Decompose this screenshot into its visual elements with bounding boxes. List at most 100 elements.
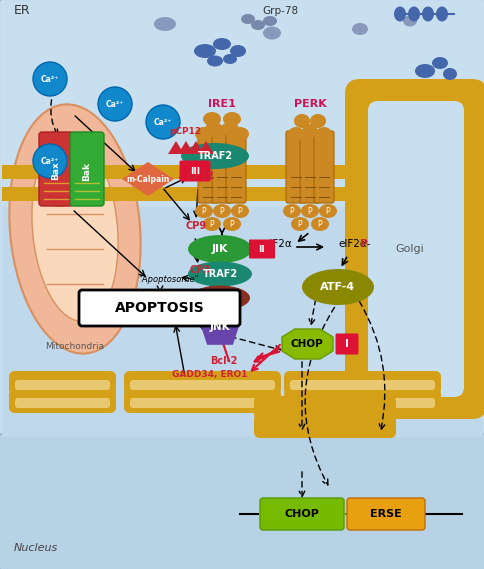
Ellipse shape [309, 114, 325, 128]
Text: P: P [237, 207, 242, 216]
FancyBboxPatch shape [248, 240, 274, 258]
Text: CHOP: CHOP [290, 339, 323, 349]
Text: JIK: JIK [212, 244, 228, 254]
FancyBboxPatch shape [124, 371, 280, 395]
Ellipse shape [154, 17, 176, 31]
FancyBboxPatch shape [179, 160, 210, 182]
Ellipse shape [262, 27, 280, 39]
FancyBboxPatch shape [254, 396, 395, 420]
Ellipse shape [402, 15, 416, 27]
Ellipse shape [194, 44, 215, 58]
FancyBboxPatch shape [284, 371, 440, 395]
Text: Bak: Bak [82, 162, 91, 180]
Polygon shape [122, 162, 174, 196]
Ellipse shape [316, 127, 332, 141]
Ellipse shape [251, 20, 264, 30]
FancyBboxPatch shape [0, 434, 484, 569]
Text: Ca²⁺: Ca²⁺ [41, 75, 59, 84]
Text: IRE1: IRE1 [208, 99, 235, 109]
Polygon shape [281, 329, 333, 359]
Bar [2, 187, 356, 201]
Text: P: P [325, 207, 330, 216]
FancyBboxPatch shape [346, 498, 424, 530]
Ellipse shape [351, 23, 367, 35]
FancyBboxPatch shape [130, 380, 274, 390]
FancyBboxPatch shape [367, 101, 463, 397]
Text: JNK: JNK [209, 322, 230, 332]
Ellipse shape [188, 262, 252, 287]
Text: Cyto-c: Cyto-c [47, 195, 72, 204]
Ellipse shape [393, 6, 405, 22]
FancyBboxPatch shape [9, 389, 116, 413]
Text: I: I [344, 339, 348, 349]
FancyBboxPatch shape [226, 131, 245, 203]
Ellipse shape [301, 204, 318, 218]
Ellipse shape [188, 235, 252, 263]
FancyBboxPatch shape [344, 79, 484, 419]
Text: P: P [229, 220, 234, 229]
Ellipse shape [262, 16, 276, 26]
Text: TRAF2: TRAF2 [202, 269, 237, 279]
Ellipse shape [230, 204, 248, 218]
FancyBboxPatch shape [254, 414, 395, 438]
Circle shape [98, 87, 132, 121]
FancyBboxPatch shape [39, 132, 73, 206]
Text: eIF2α: eIF2α [263, 239, 292, 249]
FancyBboxPatch shape [289, 380, 434, 390]
Text: Mitochondria: Mitochondria [45, 342, 105, 351]
Ellipse shape [230, 127, 248, 141]
Text: Ca²⁺: Ca²⁺ [41, 156, 59, 166]
Ellipse shape [435, 6, 447, 22]
FancyBboxPatch shape [15, 380, 110, 390]
Ellipse shape [290, 217, 308, 231]
FancyBboxPatch shape [335, 333, 358, 354]
Ellipse shape [318, 204, 336, 218]
Ellipse shape [212, 204, 230, 218]
Ellipse shape [190, 286, 249, 311]
Polygon shape [167, 141, 183, 154]
Ellipse shape [223, 54, 237, 64]
Ellipse shape [283, 204, 301, 218]
Ellipse shape [195, 127, 212, 141]
Text: CP12: CP12 [186, 171, 213, 181]
FancyBboxPatch shape [15, 398, 110, 408]
Ellipse shape [205, 122, 223, 136]
FancyBboxPatch shape [212, 131, 231, 203]
Text: Grp-78: Grp-78 [261, 6, 298, 16]
Ellipse shape [9, 104, 140, 354]
Circle shape [33, 62, 67, 96]
FancyBboxPatch shape [9, 371, 116, 395]
Ellipse shape [414, 64, 434, 78]
Text: ASK: ASK [207, 293, 232, 303]
Ellipse shape [181, 143, 248, 169]
FancyBboxPatch shape [313, 131, 333, 203]
Ellipse shape [47, 191, 73, 207]
Ellipse shape [195, 204, 212, 218]
Text: Nucleus: Nucleus [14, 543, 58, 553]
Text: P: P [297, 220, 302, 229]
Ellipse shape [421, 6, 433, 22]
Text: P: P [289, 207, 294, 216]
FancyBboxPatch shape [130, 398, 274, 408]
Ellipse shape [442, 68, 456, 80]
Ellipse shape [223, 112, 241, 126]
FancyBboxPatch shape [70, 132, 104, 206]
Text: P: P [307, 207, 312, 216]
Text: P: P [201, 207, 206, 216]
Text: PERK: PERK [293, 99, 326, 109]
Ellipse shape [407, 6, 419, 22]
Ellipse shape [302, 124, 318, 138]
Text: APOPTOSIS: APOPTOSIS [115, 301, 204, 315]
Text: P: P [209, 220, 214, 229]
Polygon shape [178, 141, 194, 154]
FancyBboxPatch shape [124, 389, 280, 413]
Text: II: II [258, 245, 265, 254]
Text: P: P [317, 220, 322, 229]
FancyBboxPatch shape [79, 290, 240, 326]
Bar [2, 165, 356, 179]
Ellipse shape [310, 217, 328, 231]
FancyBboxPatch shape [289, 398, 434, 408]
Text: eIF2α-: eIF2α- [337, 239, 370, 249]
Bar [2, 207, 482, 437]
Ellipse shape [203, 217, 221, 231]
